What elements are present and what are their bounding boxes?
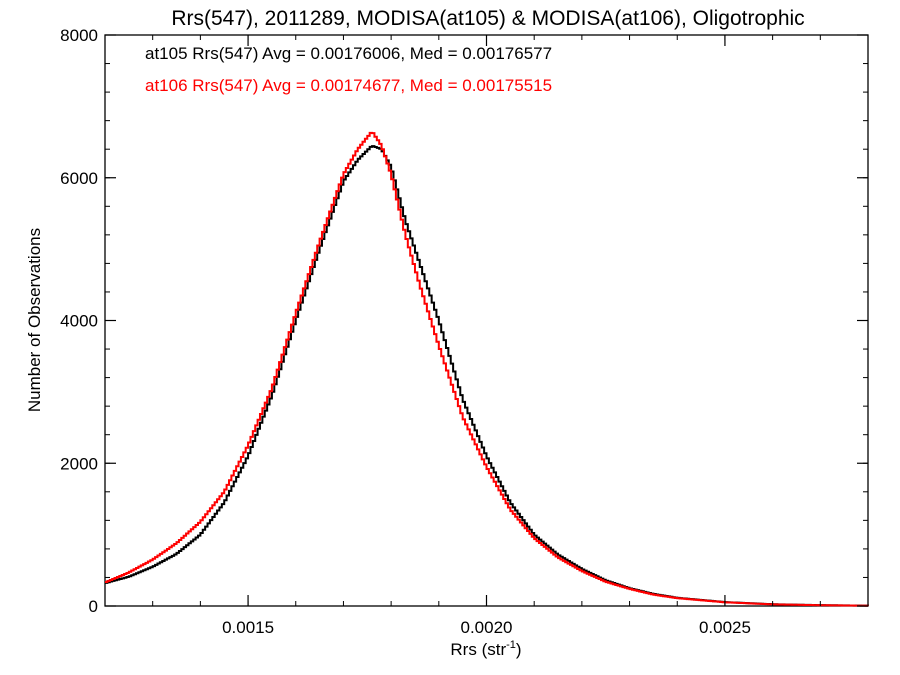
y-tick-label: 0 bbox=[89, 597, 98, 616]
ticks-layer: 0.0015 0.0020 0.0025 0 2000 4000 6000 8000 bbox=[60, 26, 869, 637]
series-line-at106 bbox=[105, 131, 869, 607]
x-axis-title-main: Rrs (str bbox=[450, 640, 506, 659]
y-tick-label: 6000 bbox=[60, 169, 98, 188]
y-tick-label: 8000 bbox=[60, 26, 98, 45]
y-tick-label: 2000 bbox=[60, 454, 98, 473]
y-axis-title: Number of Observations bbox=[25, 228, 44, 412]
series-line-at105 bbox=[105, 145, 869, 607]
y-tick-label: 4000 bbox=[60, 312, 98, 331]
series-annotation-at106: at106 Rrs(547) Avg = 0.00174677, Med = 0… bbox=[145, 76, 552, 95]
plot-frame bbox=[104, 34, 869, 607]
x-axis-title: Rrs (str-1) bbox=[450, 639, 521, 659]
x-tick-label: 0.0015 bbox=[222, 618, 274, 637]
series-annotation-at105: at105 Rrs(547) Avg = 0.00176006, Med = 0… bbox=[145, 44, 552, 63]
plot-area bbox=[104, 34, 869, 607]
x-tick-label: 0.0025 bbox=[699, 618, 751, 637]
x-tick-label: 0.0020 bbox=[461, 618, 513, 637]
chart-title: Rrs(547), 2011289, MODISA(at105) & MODIS… bbox=[171, 7, 804, 30]
series-layer bbox=[105, 131, 869, 607]
x-axis-title-sup: -1 bbox=[506, 639, 516, 651]
x-axis-title-close: ) bbox=[516, 640, 522, 659]
